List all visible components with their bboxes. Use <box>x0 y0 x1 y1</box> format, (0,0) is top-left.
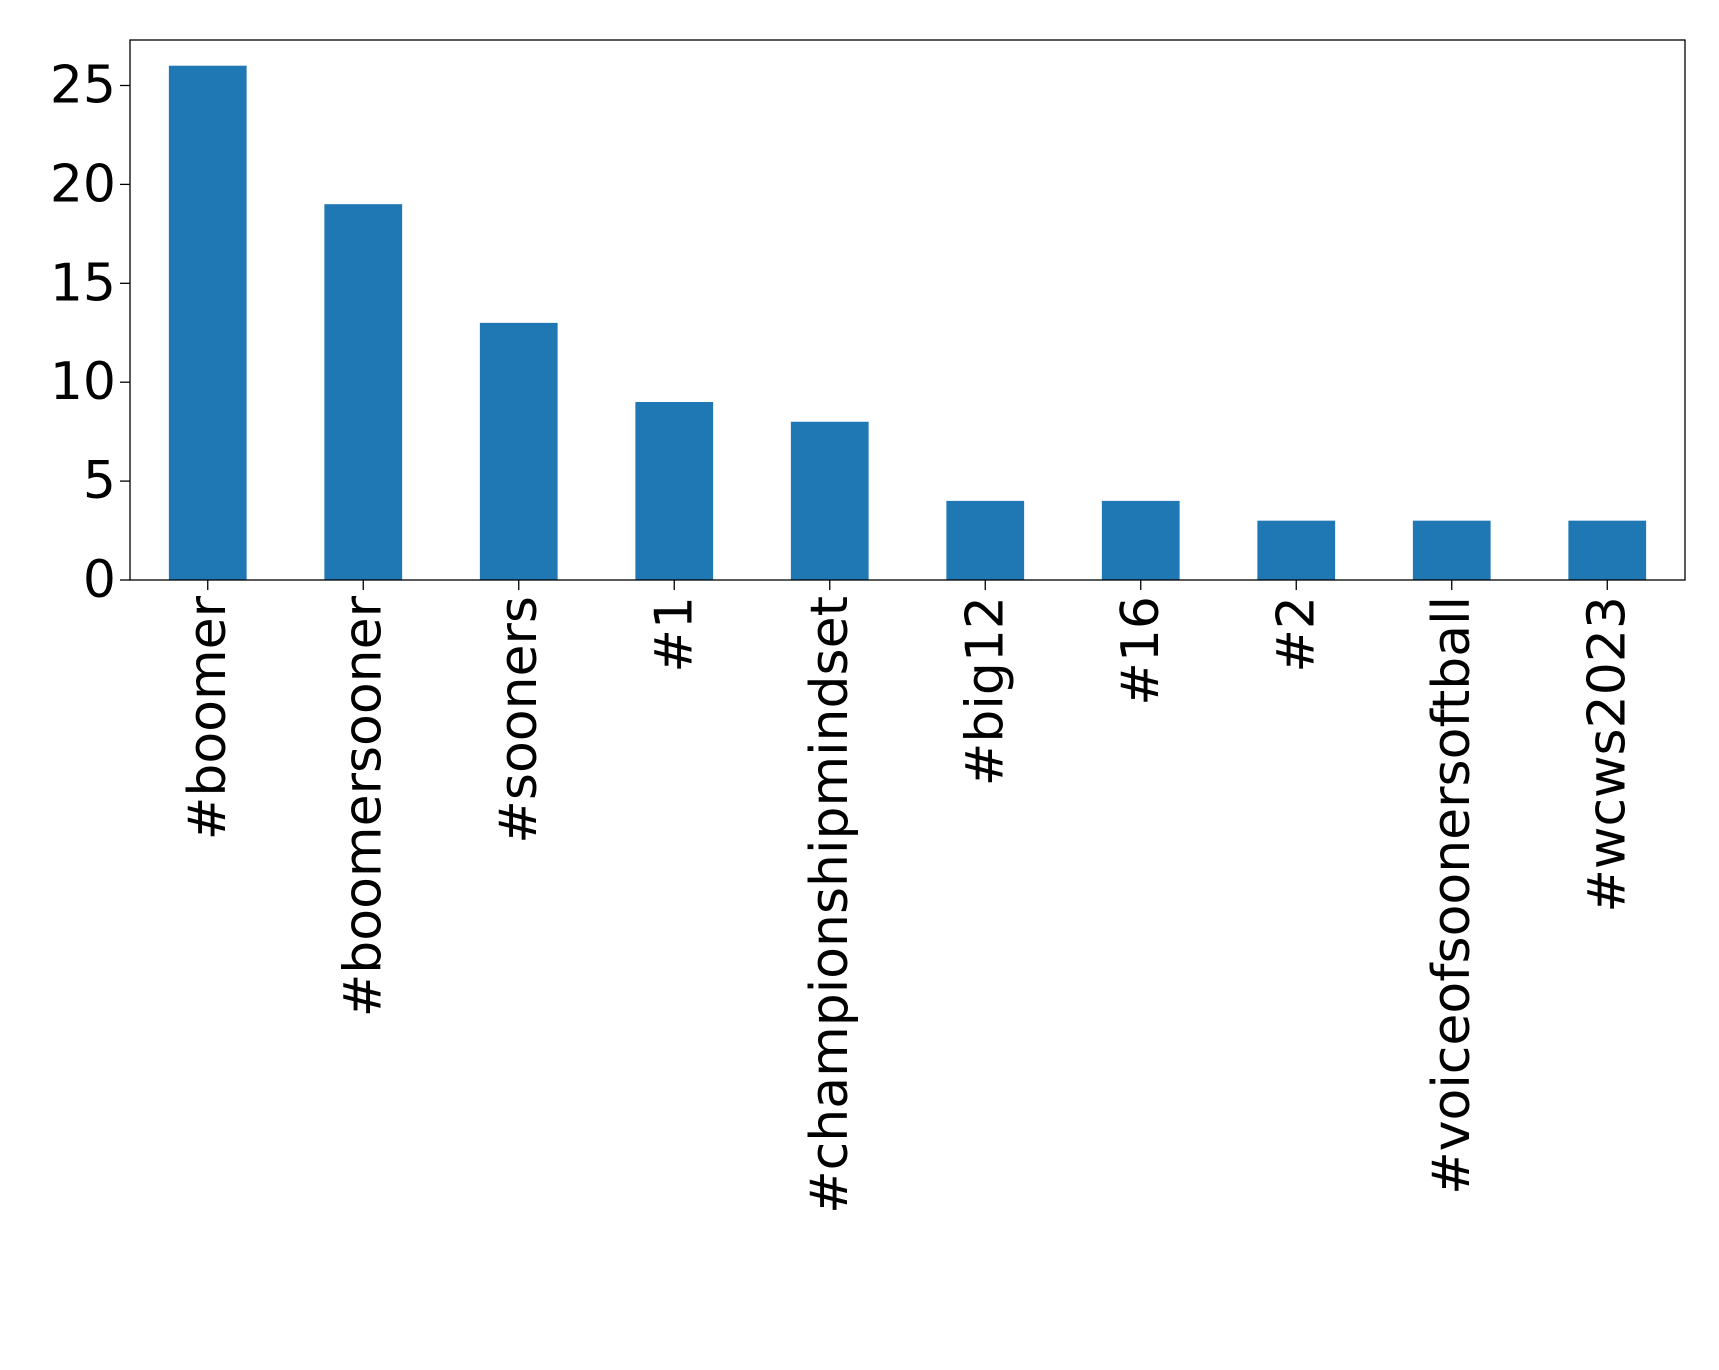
x-tick-label: #2 <box>1266 596 1326 673</box>
plot-frame <box>129 39 1686 581</box>
x-tick-label: #1 <box>644 596 704 673</box>
x-tick-label: #sooners <box>489 596 549 844</box>
y-tick-label: 0 <box>83 550 116 610</box>
y-tick-label: 25 <box>50 55 116 115</box>
bar <box>479 322 558 580</box>
x-tick-label: #boomersooner <box>333 595 393 1017</box>
bar <box>1257 520 1336 580</box>
y-axis: 0 5 10 15 20 25 <box>50 55 130 610</box>
y-tick-label: 5 <box>83 451 116 511</box>
bar-series <box>168 65 1647 580</box>
bar <box>168 65 247 580</box>
y-tick-label: 15 <box>50 253 116 313</box>
x-tick-label: #wcws2023 <box>1577 596 1637 913</box>
x-tick-label: #16 <box>1111 596 1171 706</box>
x-axis: #boomer #boomersooner #sooners #1 #champions… <box>178 580 1637 1214</box>
y-tick-label: 20 <box>50 154 116 214</box>
bar <box>635 401 714 580</box>
bar <box>790 421 869 580</box>
bar <box>946 500 1025 580</box>
bar <box>1101 500 1180 580</box>
x-tick-label: #voiceofsoonersoftball <box>1422 596 1482 1195</box>
bar <box>1568 520 1647 580</box>
bar <box>324 204 403 580</box>
x-tick-label: #big12 <box>955 596 1015 786</box>
x-tick-label: #championshipmindset <box>800 596 860 1214</box>
bar <box>1412 520 1491 580</box>
y-tick-label: 10 <box>50 352 116 412</box>
x-tick-label: #boomer <box>178 595 238 840</box>
